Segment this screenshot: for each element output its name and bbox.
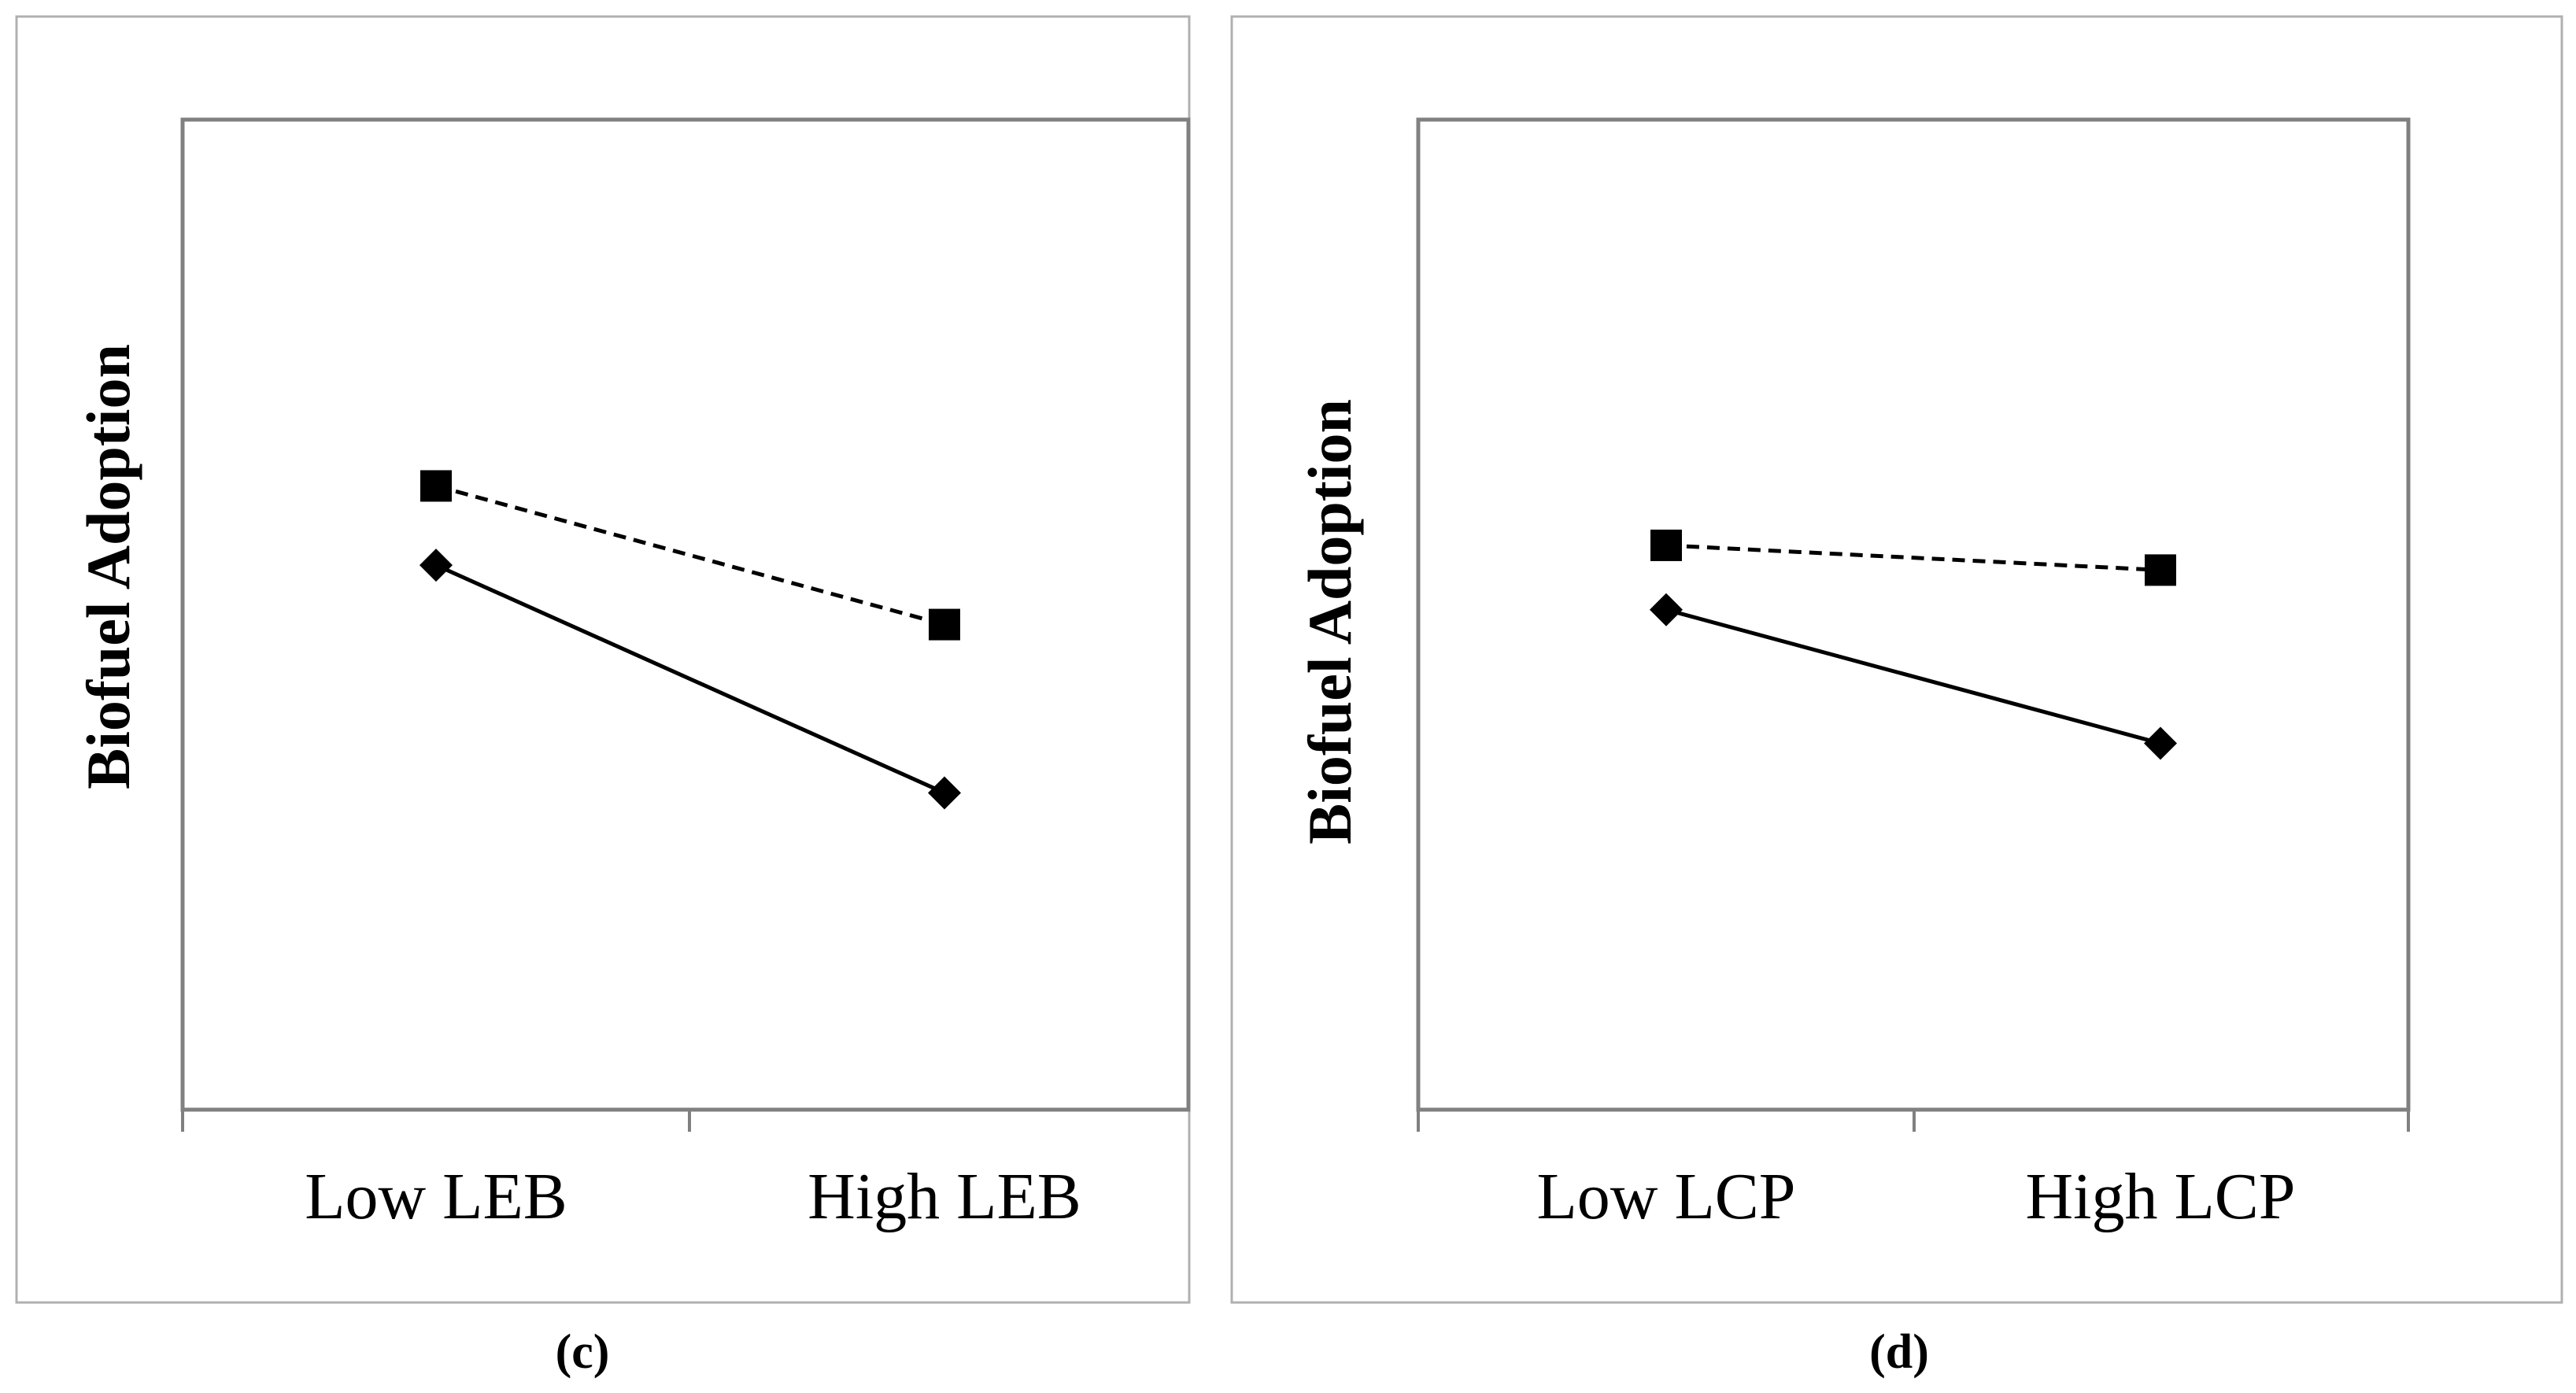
panel-c-plot-frame xyxy=(180,117,1191,1112)
panel-d-series-line-solid-diamond xyxy=(1665,608,2161,745)
panel-d-point-square-low xyxy=(1650,529,1682,561)
panel-d-outer-frame xyxy=(1230,15,2563,1304)
panel-c-x-tick-label-low: Low LEB xyxy=(305,1160,567,1233)
panel-c-point-square-high xyxy=(929,608,960,641)
panel-c-point-square-low xyxy=(420,470,452,502)
panel-c-series-line-dashed-square xyxy=(435,484,945,626)
panel-d-point-diamond-high xyxy=(2144,726,2177,760)
panel-c-point-diamond-high xyxy=(928,776,961,810)
panel-d-x-tick-label-low: Low LCP xyxy=(1536,1160,1795,1233)
panel-c-point-diamond-low xyxy=(419,549,453,582)
panel-d-point-diamond-low xyxy=(1650,593,1683,626)
panel-d-x-tick-label-high: High LCP xyxy=(2025,1160,2295,1233)
panel-d-series-line-dashed-square xyxy=(1665,543,2161,572)
panel-d-caption: (d) xyxy=(1869,1325,1929,1379)
panel-c-caption: (c) xyxy=(556,1325,610,1379)
panel-d: Biofuel Adoption Low LCP High LCP (d) xyxy=(1230,15,2563,1379)
panel-c-series-line-solid-diamond xyxy=(434,563,946,795)
panel-c-marks xyxy=(419,470,961,810)
panel-c-x-tick-label-high: High LEB xyxy=(808,1160,1081,1233)
panel-d-y-axis-title: Biofuel Adoption xyxy=(1295,399,1364,844)
panel-d-marks xyxy=(1650,529,2177,760)
panel-c-y-axis-title: Biofuel Adoption xyxy=(74,344,142,789)
panel-d-point-square-high xyxy=(2145,554,2176,586)
panel-c: Biofuel Adoption Low LEB High LEB (c) xyxy=(15,15,1191,1379)
panel-d-plot-frame xyxy=(1416,117,2411,1112)
